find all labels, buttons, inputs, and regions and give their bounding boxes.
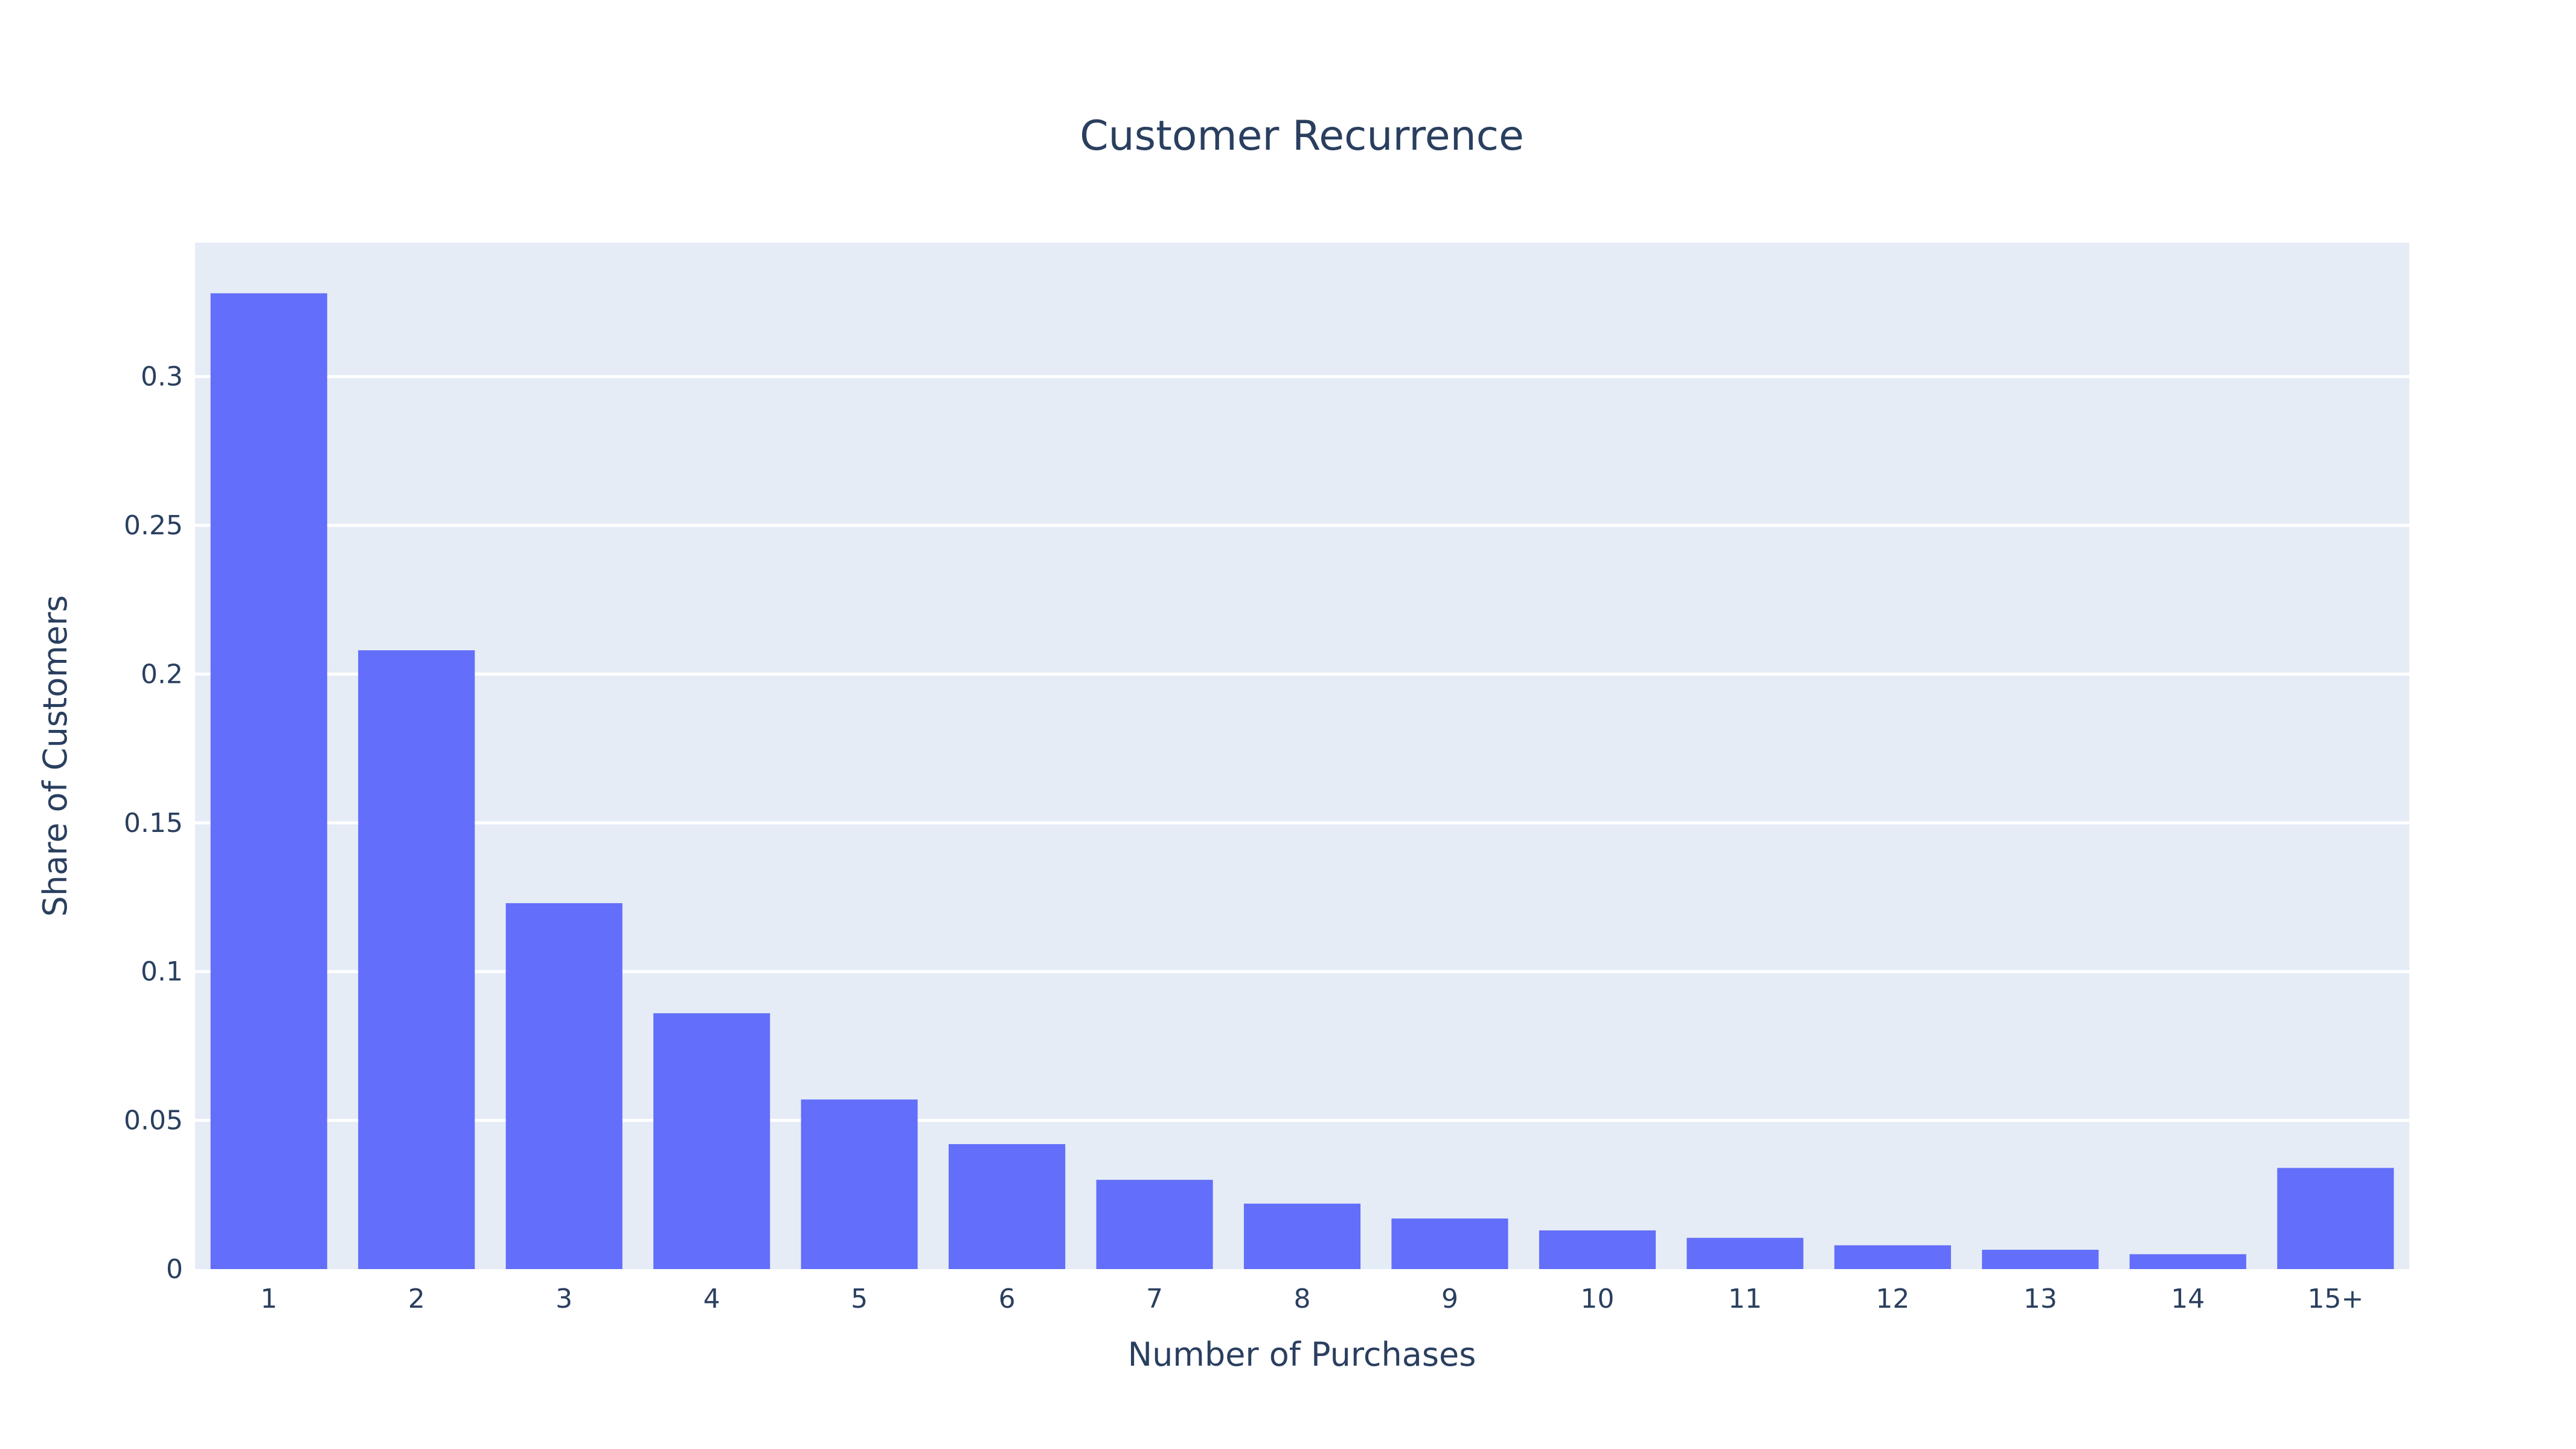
y-tick-labels: 0 0.05 0.1 0.15 0.2 0.25 0.3 [124,362,183,1285]
y-tick-label: 0 [166,1254,183,1285]
bar-4[interactable] [653,1013,771,1269]
y-tick-label: 0.05 [124,1105,183,1136]
x-tick-label: 1 [260,1284,277,1314]
x-tick-label: 13 [2023,1284,2057,1314]
bar-2[interactable] [358,650,475,1269]
bar-10[interactable] [1539,1230,1656,1269]
x-tick-labels: 1 2 3 4 5 6 7 8 9 10 11 12 13 14 15+ [260,1284,2363,1314]
x-tick-label: 12 [1876,1284,1909,1314]
x-tick-label: 14 [2171,1284,2205,1314]
x-tick-label: 3 [556,1284,572,1314]
x-tick-label: 5 [851,1284,868,1314]
bar-11[interactable] [1687,1238,1804,1269]
x-tick-label: 7 [1146,1284,1163,1314]
x-tick-label: 6 [999,1284,1016,1314]
x-tick-label: 9 [1441,1284,1458,1314]
chart-title: Customer Recurrence [1080,112,1524,160]
bar-6[interactable] [949,1144,1066,1269]
bar-8[interactable] [1243,1203,1361,1269]
x-axis-title: Number of Purchases [1128,1335,1476,1374]
bar-7[interactable] [1096,1180,1213,1269]
x-tick-label: 2 [408,1284,425,1314]
x-tick-label: 10 [1580,1284,1614,1314]
y-tick-label: 0.25 [124,510,183,541]
bar-15+[interactable] [2277,1168,2394,1269]
bar-1[interactable] [210,293,327,1270]
y-tick-label: 0.2 [141,659,183,689]
x-tick-label: 11 [1728,1284,1762,1314]
y-axis-title: Share of Customers [36,595,74,917]
x-tick-label: 15+ [2307,1284,2363,1314]
bar-13[interactable] [1982,1249,2099,1269]
bars [210,293,2394,1270]
bar-9[interactable] [1391,1218,1508,1269]
y-tick-label: 0.15 [124,808,183,839]
bar-12[interactable] [1834,1245,1951,1269]
bar-3[interactable] [505,903,623,1269]
x-tick-label: 8 [1294,1284,1311,1314]
bar-14[interactable] [2129,1254,2246,1269]
y-tick-label: 0.1 [141,956,183,987]
bar-5[interactable] [801,1099,918,1269]
x-tick-label: 4 [703,1284,720,1314]
y-tick-label: 0.3 [141,362,183,392]
